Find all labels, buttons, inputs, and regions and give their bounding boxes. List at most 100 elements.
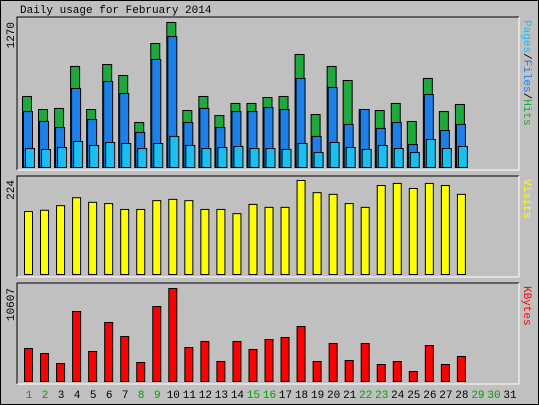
x-tick-label: 22	[359, 390, 372, 402]
bar	[232, 341, 242, 382]
bar	[121, 143, 132, 168]
bar	[408, 187, 418, 276]
x-tick-label: 29	[471, 390, 484, 402]
x-tick-label: 21	[343, 390, 357, 402]
bar	[153, 143, 164, 168]
bar	[200, 208, 210, 275]
bar	[201, 148, 212, 168]
legend-entry: KBytes	[520, 286, 532, 326]
bar	[297, 143, 308, 168]
bar	[73, 140, 84, 169]
bar	[457, 145, 468, 168]
x-tick-label: 25	[407, 390, 420, 402]
bar	[392, 182, 402, 275]
bar	[360, 343, 370, 382]
bar	[360, 206, 370, 276]
bar	[440, 185, 450, 276]
bar	[169, 135, 180, 169]
bar	[233, 145, 244, 168]
legend-entry: Visits	[520, 179, 532, 219]
chart-title: Daily usage for February 2014	[20, 5, 212, 17]
x-tick-label: 30	[487, 390, 500, 402]
y-tick-label: 1270	[6, 22, 18, 48]
legend-separator: /	[520, 53, 532, 60]
y-tick-label: 224	[6, 180, 18, 200]
legend-entry: Files	[520, 60, 532, 93]
bar	[217, 147, 228, 168]
panel-border	[16, 282, 519, 384]
bar	[296, 325, 306, 383]
x-tick-label: 26	[423, 390, 436, 402]
bar	[184, 346, 194, 383]
panel-border	[17, 176, 520, 278]
bar	[168, 198, 178, 275]
bar	[376, 185, 386, 276]
bar	[41, 148, 52, 169]
bar	[424, 344, 434, 382]
x-tick-label: 10	[167, 390, 180, 402]
bar	[120, 336, 130, 382]
x-tick-label: 19	[311, 390, 324, 402]
bar	[56, 205, 66, 275]
bar	[280, 337, 290, 382]
legend: KBytes	[520, 286, 532, 326]
legend-entry: Pages	[520, 20, 532, 53]
bar	[392, 361, 402, 383]
bar	[376, 363, 386, 382]
bar	[72, 197, 82, 275]
bar	[329, 141, 340, 168]
bar	[409, 152, 420, 168]
x-tick-label: 18	[295, 390, 308, 402]
bar	[248, 203, 258, 276]
x-tick-label: 17	[279, 390, 292, 402]
bar	[104, 203, 114, 275]
x-tick-label: 14	[231, 390, 245, 402]
bar	[40, 209, 50, 276]
x-tick-label: 23	[375, 390, 388, 402]
x-tick-label: 8	[138, 390, 145, 402]
bar	[216, 208, 226, 275]
bar	[312, 361, 322, 383]
x-tick-label: 5	[90, 390, 97, 402]
bar	[200, 341, 210, 382]
bar	[232, 213, 242, 275]
bar	[104, 322, 114, 382]
bar	[136, 362, 146, 382]
x-tick-label: 4	[74, 390, 81, 402]
legend: Visits	[520, 179, 532, 219]
bar	[441, 148, 452, 168]
x-tick-label: 11	[183, 390, 197, 402]
bar	[408, 370, 418, 382]
x-tick-label: 28	[455, 390, 468, 402]
y-tick-label: 10607	[6, 288, 18, 321]
panel-border	[16, 175, 519, 277]
bar	[57, 147, 68, 168]
bar	[264, 206, 274, 276]
x-tick-label: 16	[263, 390, 276, 402]
x-tick-label: 2	[42, 390, 49, 402]
bar	[424, 182, 434, 275]
x-tick-label: 7	[122, 390, 129, 402]
bar	[88, 201, 98, 275]
bar	[105, 141, 116, 168]
bar	[344, 203, 354, 275]
bar	[281, 148, 292, 169]
x-tick-label: 24	[391, 390, 405, 402]
legend-entry: Hits	[520, 99, 532, 125]
bar	[440, 363, 450, 382]
x-tick-label: 6	[106, 390, 113, 402]
bar	[344, 360, 354, 382]
bar	[249, 148, 260, 168]
bar	[328, 343, 338, 382]
bar	[456, 356, 466, 383]
bar	[248, 348, 258, 383]
bar	[72, 310, 82, 382]
bar	[168, 288, 178, 382]
bar	[25, 148, 35, 168]
bar	[377, 144, 388, 169]
x-tick-label: 15	[247, 390, 260, 402]
bar	[88, 350, 98, 383]
bar	[393, 148, 404, 168]
bar	[280, 206, 290, 276]
